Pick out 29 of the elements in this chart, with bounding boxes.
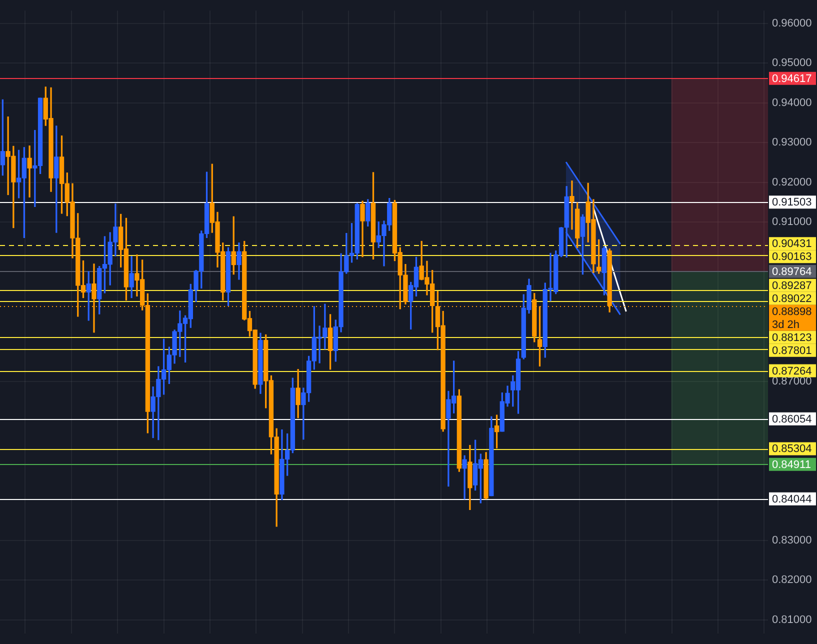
y-tick-label: 0.83000 — [772, 534, 812, 546]
ref-line-label: 0.91503 — [772, 196, 812, 209]
candlestick — [570, 180, 574, 230]
y-tick-label: 0.92000 — [772, 176, 812, 188]
ref-line-label: 0.90431 — [772, 238, 812, 250]
ref-line-label: 0.89764 — [772, 266, 812, 278]
candlestick — [27, 145, 32, 198]
candlestick — [462, 455, 467, 500]
y-tick-label: 0.95000 — [772, 57, 812, 70]
y-tick-label: 0.82000 — [772, 574, 812, 586]
y-tick-label: 0.91000 — [772, 216, 812, 228]
y-tick-label: 0.94000 — [772, 96, 812, 109]
ref-line-label: 0.84911 — [772, 458, 811, 471]
ref-line-label: 0.84044 — [772, 493, 812, 506]
ref-line-label: 0.87801 — [772, 344, 812, 357]
ref-line-label: 0.90163 — [772, 251, 812, 264]
ref-line-label: 0.94617 — [772, 72, 812, 85]
y-tick-label: 0.81000 — [772, 614, 812, 626]
ref-line-label: 0.87264 — [772, 365, 812, 378]
y-tick-label: 0.93000 — [772, 136, 812, 149]
y-tick-label: 0.96000 — [772, 17, 812, 30]
ref-line-label: 0.88898 — [772, 306, 812, 318]
text: 3d 2h — [772, 318, 800, 331]
ref-line-label: 0.86054 — [772, 413, 812, 426]
ref-line-label: 0.88123 — [772, 332, 812, 344]
ref-line-label: 0.85304 — [772, 443, 812, 456]
y-tick-label: 0.87000 — [772, 375, 812, 388]
ref-line-label: 0.89287 — [772, 280, 812, 292]
ref-line-label: 0.89022 — [772, 292, 812, 305]
